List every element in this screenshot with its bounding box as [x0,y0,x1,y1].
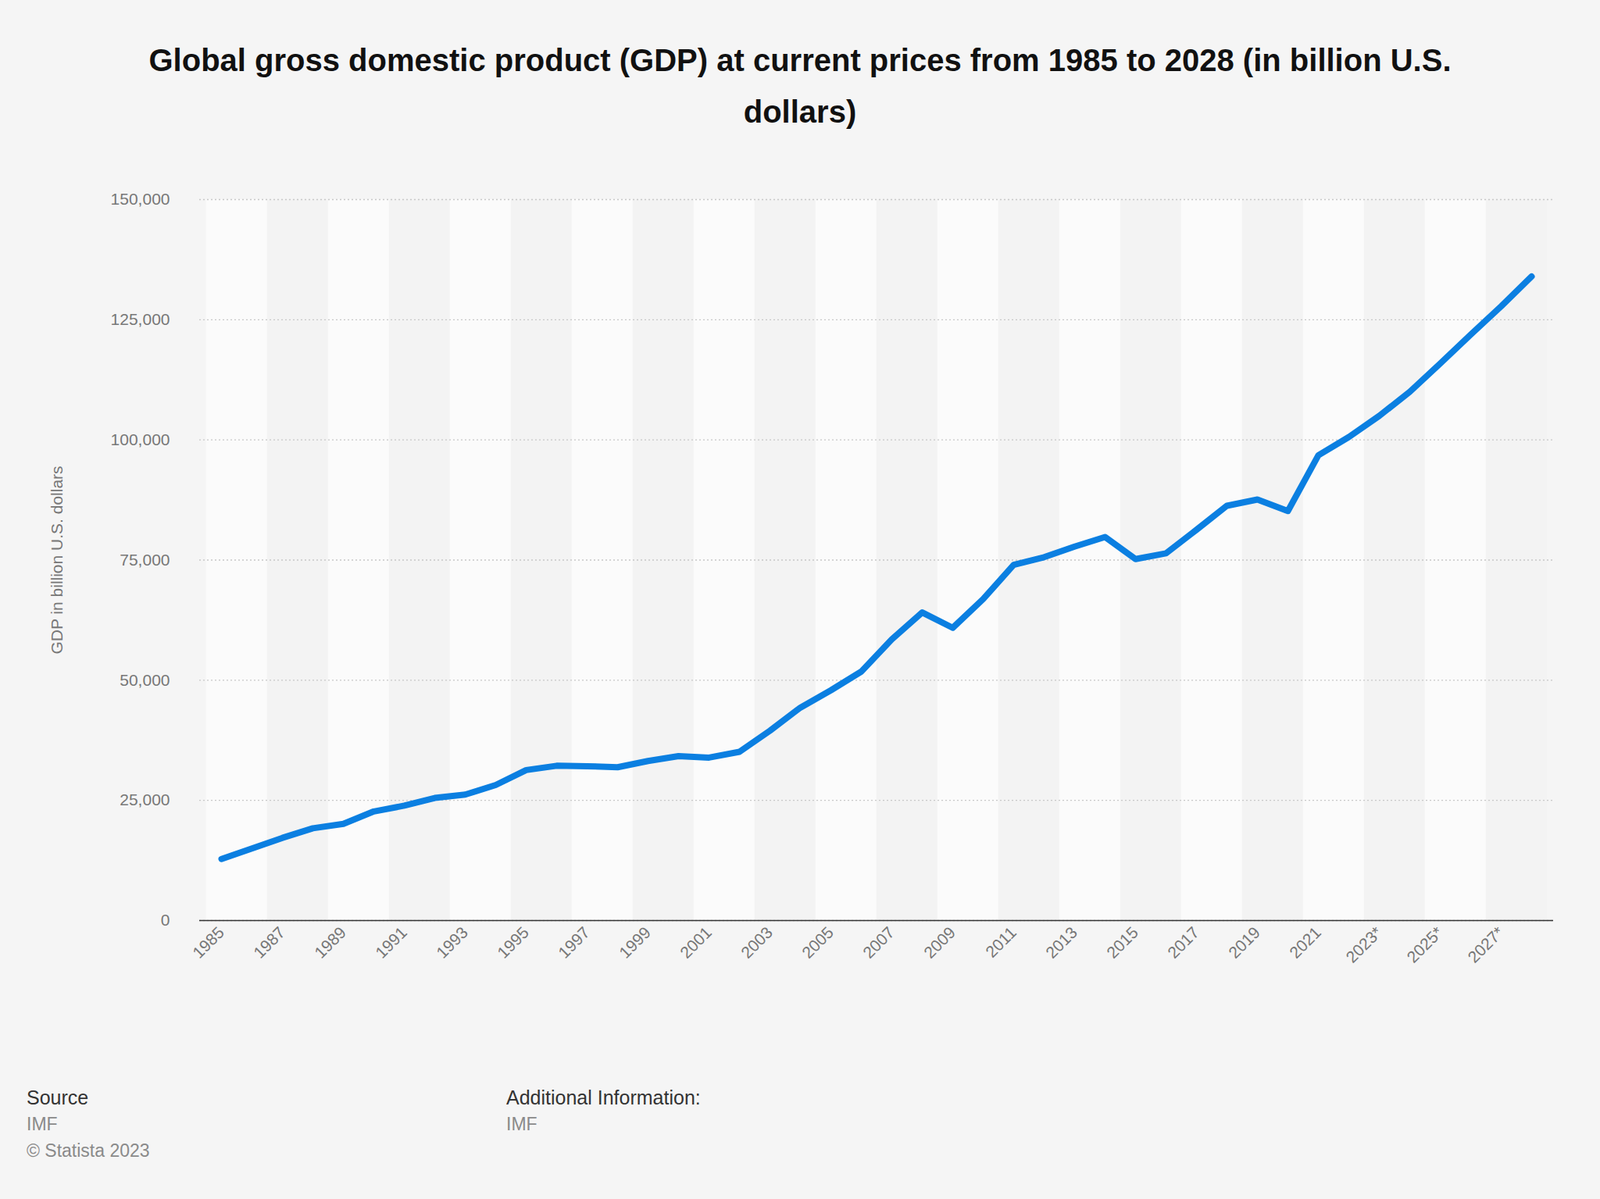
svg-text:2019: 2019 [1225,923,1264,962]
svg-text:0: 0 [160,910,171,929]
svg-text:1987: 1987 [250,923,289,962]
svg-text:25,000: 25,000 [119,790,170,809]
html-text:IMF: IMF [26,1114,58,1135]
svg-text:2023*: 2023* [1342,923,1386,967]
svg-text:2005: 2005 [798,923,837,962]
html-text:© Statista 2023: © Statista 2023 [26,1140,150,1161]
svg-text:1995: 1995 [493,923,533,962]
svg-text:1997: 1997 [554,923,593,962]
svg-text:2013: 2013 [1042,923,1081,962]
html-text:Global gross domestic product: Global gross domestic product (GDP) at c… [148,42,1452,129]
html-text:Source: Source [26,1086,89,1109]
svg-text:2009: 2009 [920,923,959,962]
svg-text:1993: 1993 [432,923,472,962]
svg-text:2011: 2011 [982,923,1020,961]
svg-text:2007: 2007 [859,923,898,962]
svg-text:2003: 2003 [737,923,776,962]
html-text:Additional Information:: Additional Information: [506,1086,701,1109]
svg-text:2001: 2001 [676,923,715,962]
svg-text:75,000: 75,000 [119,550,170,569]
svg-text:2025*: 2025* [1403,923,1447,967]
svg-text:150,000: 150,000 [110,189,171,208]
svg-text:125,000: 125,000 [110,310,171,329]
svg-text:GDP in billion U.S. dollars: GDP in billion U.S. dollars [47,465,66,654]
svg-text:2015: 2015 [1103,923,1142,962]
svg-text:100,000: 100,000 [110,430,171,449]
svg-text:50,000: 50,000 [119,671,170,690]
svg-text:2021: 2021 [1285,923,1325,962]
svg-text:2017: 2017 [1164,923,1203,962]
svg-text:2027*: 2027* [1464,923,1508,967]
svg-text:1985: 1985 [189,923,228,962]
html-text:IMF: IMF [506,1114,538,1135]
svg-text:1991: 1991 [371,923,411,962]
svg-text:1989: 1989 [310,923,350,962]
svg-text:1999: 1999 [615,923,654,962]
